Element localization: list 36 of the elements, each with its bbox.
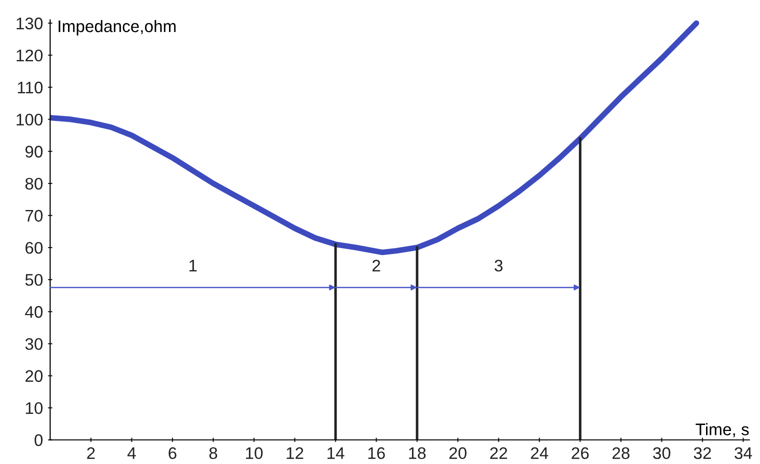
x-tick-label: 10 [246, 447, 263, 460]
y-tick-label: 50 [25, 274, 43, 286]
x-tick-label: 26 [572, 447, 589, 460]
annotation: 2 [372, 260, 380, 272]
annotation: 1 [189, 260, 197, 272]
x-tick-label: 20 [449, 447, 466, 460]
x-tick-label: 32 [694, 447, 711, 460]
x-tick-label: 24 [530, 447, 548, 459]
y-tick-label: 120 [16, 50, 43, 62]
y-tick-label: 60 [26, 242, 43, 254]
x-tick-label: 4 [127, 447, 136, 459]
y-tick-label: 30 [25, 338, 43, 350]
annotation: 3 [494, 260, 503, 272]
x-tick-label: 16 [368, 447, 385, 460]
y-tick-label: 100 [16, 114, 43, 126]
x-axis-title: Time, s [696, 423, 749, 438]
y-tick-label: 10 [26, 402, 43, 414]
x-tick-label: 8 [209, 447, 218, 460]
y-tick-label: 90 [25, 146, 43, 158]
x-tick-label: 2 [87, 447, 95, 459]
x-tick-label: 22 [490, 447, 508, 459]
x-tick-label: 18 [409, 447, 426, 460]
y-tick-label: 0 [34, 434, 43, 446]
y-tick-label: 130 [16, 18, 43, 30]
x-tick-label: 34 [734, 447, 752, 460]
x-tick-label: 12 [286, 447, 304, 459]
x-tick-label: 6 [168, 447, 176, 460]
y-axis-title: Impedance,ohm [58, 20, 176, 36]
x-tick-label: 30 [653, 447, 670, 460]
y-tick-label: 40 [25, 306, 43, 318]
y-tick-label: 70 [26, 210, 43, 222]
y-tick-label: 20 [26, 370, 43, 382]
x-tick-label: 28 [612, 447, 630, 460]
y-tick-label: 110 [18, 82, 43, 94]
x-tick-label: 14 [328, 447, 344, 459]
y-tick-label: 80 [25, 178, 43, 190]
